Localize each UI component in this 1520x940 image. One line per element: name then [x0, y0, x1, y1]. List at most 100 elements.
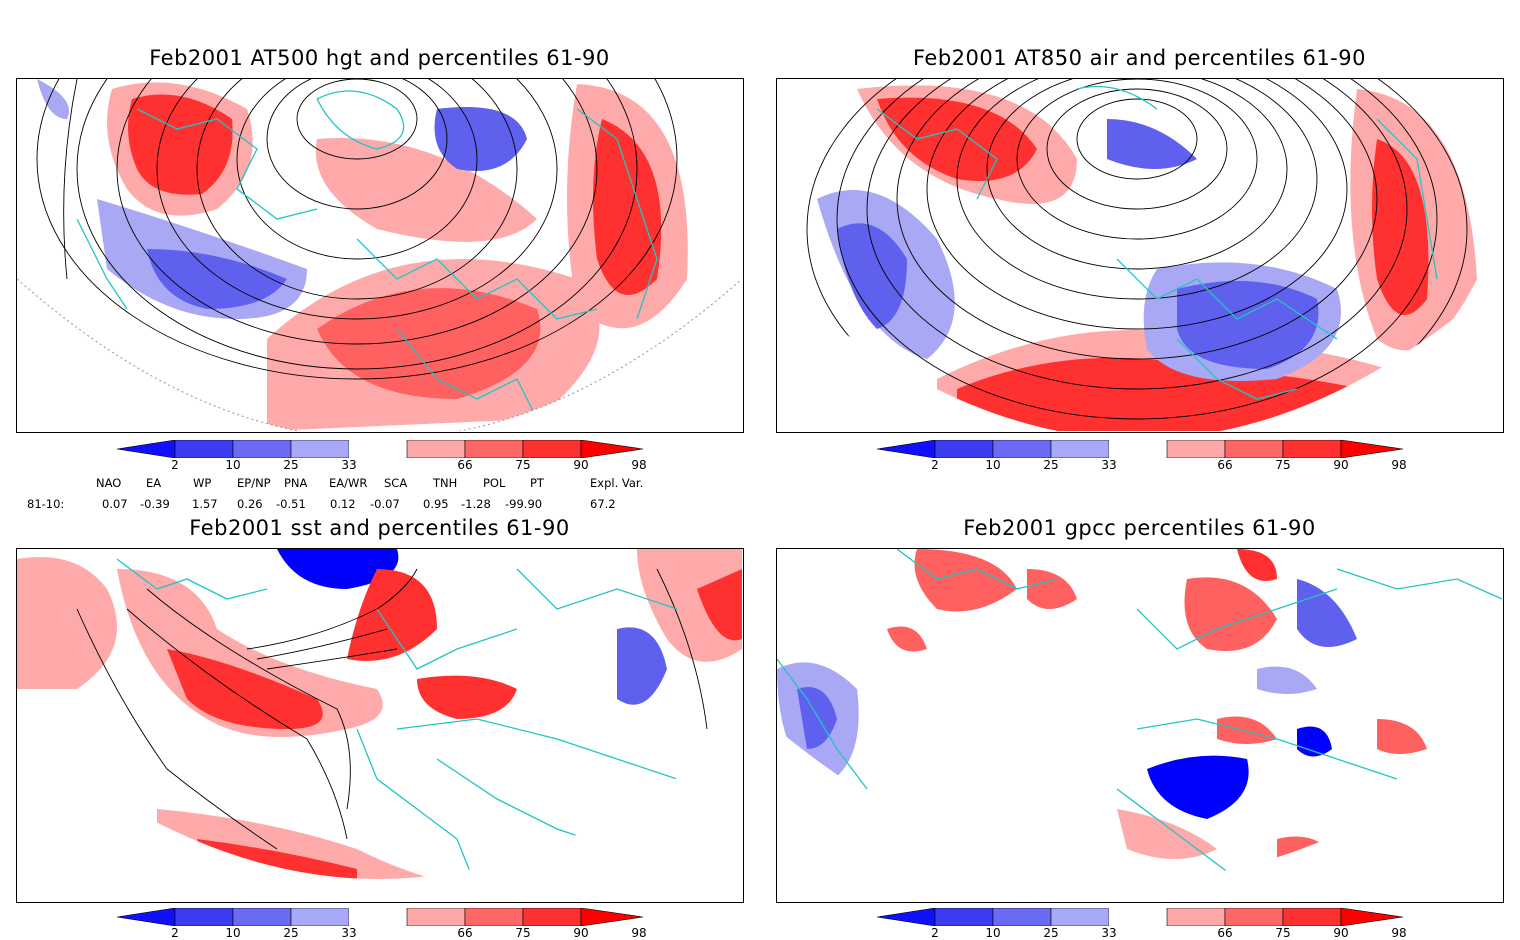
panel-title-gpcc: Feb2001 gpcc percentiles 61-90 [963, 516, 1316, 540]
colorbar-arrow-low [876, 439, 936, 459]
map-sst [16, 548, 744, 903]
colorbar-label: 98 [631, 926, 647, 940]
colorbar-label: 66 [1217, 926, 1233, 940]
index-value: -99.90 [505, 497, 543, 511]
index-value: 67.2 [590, 497, 616, 511]
colorbar-label: 75 [1275, 926, 1291, 940]
colorbar-segment [1282, 439, 1342, 459]
colorbar-arrow-high [1340, 439, 1404, 459]
colorbar-label: 33 [1101, 458, 1117, 472]
index-header: EP/NP [237, 476, 271, 490]
index-value: 0.12 [330, 497, 356, 511]
colorbar-label: 25 [283, 458, 299, 472]
colorbar-segment [1050, 439, 1110, 459]
map-gpcc [776, 548, 1504, 903]
colorbar-segment [406, 439, 466, 459]
index-value: -1.28 [461, 497, 491, 511]
index-header: WP [193, 476, 212, 490]
colorbar-segment [992, 907, 1052, 927]
colorbar-label: 33 [341, 458, 357, 472]
colorbar-segment [934, 439, 994, 459]
index-value: -0.07 [370, 497, 400, 511]
colorbar-label: 2 [931, 458, 939, 472]
colorbar-segment [934, 907, 994, 927]
colorbar-svg [116, 439, 644, 459]
colorbar-label: 98 [1391, 926, 1407, 940]
colorbar-arrow-low [876, 907, 936, 927]
colorbar-svg [116, 907, 644, 927]
colorbar-label: 98 [631, 458, 647, 472]
colorbar-arrow-low [116, 439, 176, 459]
colorbar-arrow-high [580, 439, 644, 459]
index-value: 0.07 [102, 497, 128, 511]
colorbar-label: 25 [1043, 458, 1059, 472]
colorbar-label: 33 [341, 926, 357, 940]
panel-title-at850: Feb2001 AT850 air and percentiles 61-90 [913, 46, 1366, 70]
colorbar-segment [1166, 907, 1226, 927]
index-value: -0.51 [276, 497, 306, 511]
colorbar-panel3: 2 10 25 33 66 75 90 98 [116, 907, 647, 940]
colorbar-svg [876, 907, 1404, 927]
colorbar-label: 10 [985, 926, 1001, 940]
colorbar-svg [876, 439, 1404, 459]
map-at500-svg [17, 79, 742, 431]
colorbar-label: 98 [1391, 458, 1407, 472]
index-header: SCA [384, 476, 408, 490]
colorbar-label: 25 [1043, 926, 1059, 940]
map-at850-air [776, 78, 1504, 433]
colorbar-label: 2 [171, 458, 179, 472]
colorbar-segment [174, 907, 234, 927]
colorbar-segment [464, 907, 524, 927]
colorbar-label: 66 [457, 926, 473, 940]
index-value: -0.39 [140, 497, 170, 511]
colorbar-segment [349, 440, 407, 458]
colorbar-label: 10 [225, 458, 241, 472]
map-sst-svg [17, 549, 742, 879]
colorbar-label: 66 [457, 458, 473, 472]
index-header: EA [146, 476, 162, 490]
index-value: 0.26 [237, 497, 263, 511]
colorbar-segment [1166, 439, 1226, 459]
panel-title-sst: Feb2001 sst and percentiles 61-90 [189, 516, 570, 540]
colorbar-label: 75 [515, 458, 531, 472]
colorbar-arrow-high [1340, 907, 1404, 927]
colorbar-segment [406, 907, 466, 927]
colorbar-segment [464, 439, 524, 459]
colorbar-label: 2 [931, 926, 939, 940]
index-value: 1.57 [192, 497, 218, 511]
colorbar-panel4: 2 10 25 33 66 75 90 98 [876, 907, 1407, 940]
colorbar-label: 33 [1101, 926, 1117, 940]
colorbar-segment [1109, 908, 1167, 926]
colorbar-segment [290, 439, 350, 459]
colorbar-segment [992, 439, 1052, 459]
index-header: PNA [284, 476, 308, 490]
colorbar-arrow-high [580, 907, 644, 927]
panel-title-at500: Feb2001 AT500 hgt and percentiles 61-90 [149, 46, 610, 70]
colorbar-segment [290, 907, 350, 927]
colorbar-segment [1224, 907, 1284, 927]
map-at500-hgt [16, 78, 744, 433]
colorbar-label: 10 [985, 458, 1001, 472]
colorbar-segment [174, 439, 234, 459]
colorbar-label: 90 [1333, 458, 1349, 472]
colorbar-segment [522, 907, 582, 927]
index-row-label: 81-10: [27, 497, 65, 511]
map-at850-svg [806, 79, 1477, 431]
colorbar-label: 75 [515, 926, 531, 940]
colorbar-segment [1282, 907, 1342, 927]
colorbar-arrow-low [116, 907, 176, 927]
colorbar-label: 66 [1217, 458, 1233, 472]
index-header: EA/WR [329, 476, 368, 490]
colorbar-panel1: 2 10 25 33 66 75 90 98 [116, 439, 647, 472]
teleconnection-index-table: NAO EA WP EP/NP PNA EA/WR SCA TNH POL PT… [0, 476, 760, 516]
colorbar-label: 75 [1275, 458, 1291, 472]
colorbar-segment [349, 908, 407, 926]
index-header: NAO [96, 476, 122, 490]
colorbar-segment [232, 907, 292, 927]
colorbar-label: 90 [573, 458, 589, 472]
colorbar-segment [522, 439, 582, 459]
index-header: PT [530, 476, 544, 490]
colorbar-panel2: 2 10 25 33 66 75 90 98 [876, 439, 1407, 472]
colorbar-label: 90 [1333, 926, 1349, 940]
index-header: TNH [433, 476, 458, 490]
